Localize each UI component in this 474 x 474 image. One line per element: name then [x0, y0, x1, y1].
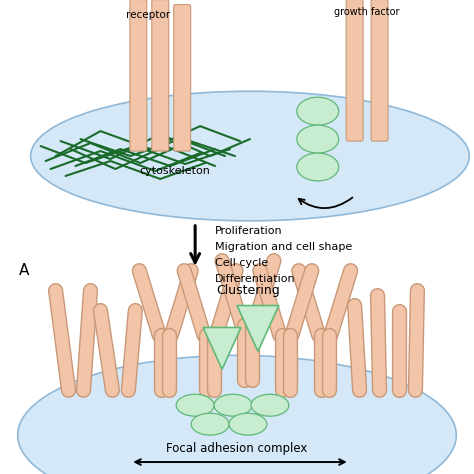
Ellipse shape: [31, 91, 469, 221]
Ellipse shape: [297, 153, 338, 181]
Text: Migration and cell shape: Migration and cell shape: [215, 242, 352, 252]
FancyBboxPatch shape: [173, 5, 191, 151]
Ellipse shape: [297, 97, 338, 125]
Text: Focal adhesion complex: Focal adhesion complex: [166, 442, 308, 455]
Polygon shape: [203, 328, 241, 369]
Text: Cell cycle: Cell cycle: [215, 258, 268, 268]
FancyBboxPatch shape: [130, 0, 147, 151]
Ellipse shape: [214, 394, 252, 416]
Ellipse shape: [297, 125, 338, 153]
Polygon shape: [237, 306, 279, 351]
Ellipse shape: [18, 356, 456, 474]
FancyBboxPatch shape: [371, 0, 388, 141]
Ellipse shape: [176, 394, 214, 416]
Text: receptor: receptor: [126, 9, 170, 19]
Ellipse shape: [251, 394, 289, 416]
Text: Proliferation: Proliferation: [215, 226, 283, 236]
Ellipse shape: [191, 413, 229, 435]
Text: A: A: [18, 263, 29, 278]
Text: cytoskeleton: cytoskeleton: [140, 166, 210, 176]
FancyBboxPatch shape: [152, 0, 169, 151]
Text: growth factor: growth factor: [334, 7, 399, 17]
Text: Clustering: Clustering: [216, 283, 280, 297]
FancyBboxPatch shape: [346, 0, 363, 141]
Ellipse shape: [229, 413, 267, 435]
Text: Differentiation: Differentiation: [215, 273, 296, 283]
